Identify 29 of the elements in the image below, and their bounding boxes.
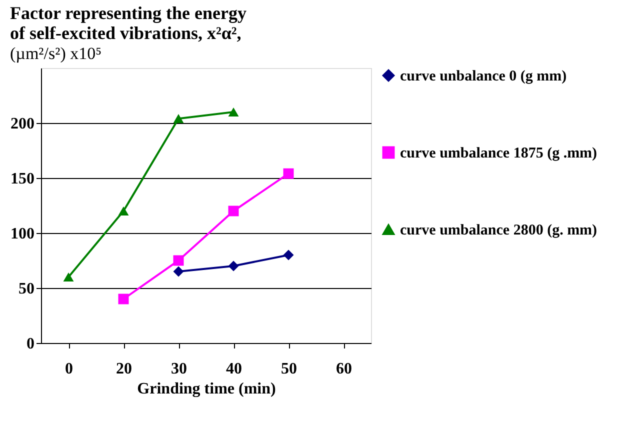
y-tick-label: 100 — [10, 226, 34, 242]
x-tick-label: 50 — [281, 360, 297, 378]
point — [283, 168, 294, 179]
point — [228, 260, 239, 272]
x-tick-label: 40 — [226, 360, 242, 378]
text: of self-excited vibrations, x²α², — [10, 23, 242, 43]
point — [173, 255, 184, 266]
point — [283, 250, 294, 260]
point — [118, 294, 129, 304]
x-axis-title: Grinding time (min) — [137, 380, 276, 398]
x-tick-label: 20 — [116, 360, 132, 378]
y-tick-label: 150 — [10, 170, 34, 188]
point — [228, 206, 239, 216]
point — [228, 107, 239, 117]
x-tick-label: 30 — [171, 360, 187, 378]
text: Factor representing the energy — [10, 3, 246, 23]
legend-label: curve umbalance 2800 (g. mm) — [400, 222, 598, 238]
y-tick-label: 0 — [26, 336, 34, 352]
point — [118, 206, 129, 216]
x-tick-label: 0 — [65, 360, 73, 378]
point — [173, 114, 184, 124]
point — [173, 266, 184, 277]
legend-label: curve umbalance 1875 (g .mm) — [400, 146, 598, 162]
y-tick-label: 200 — [10, 116, 34, 132]
x-tick-label: 60 — [336, 360, 352, 378]
legend-label: curve unbalance 0 (g mm) — [400, 68, 567, 84]
chart-subtitle: (µm²/s²) x10⁵ — [10, 44, 102, 63]
point — [63, 272, 74, 282]
y-tick-label: 50 — [18, 280, 34, 298]
